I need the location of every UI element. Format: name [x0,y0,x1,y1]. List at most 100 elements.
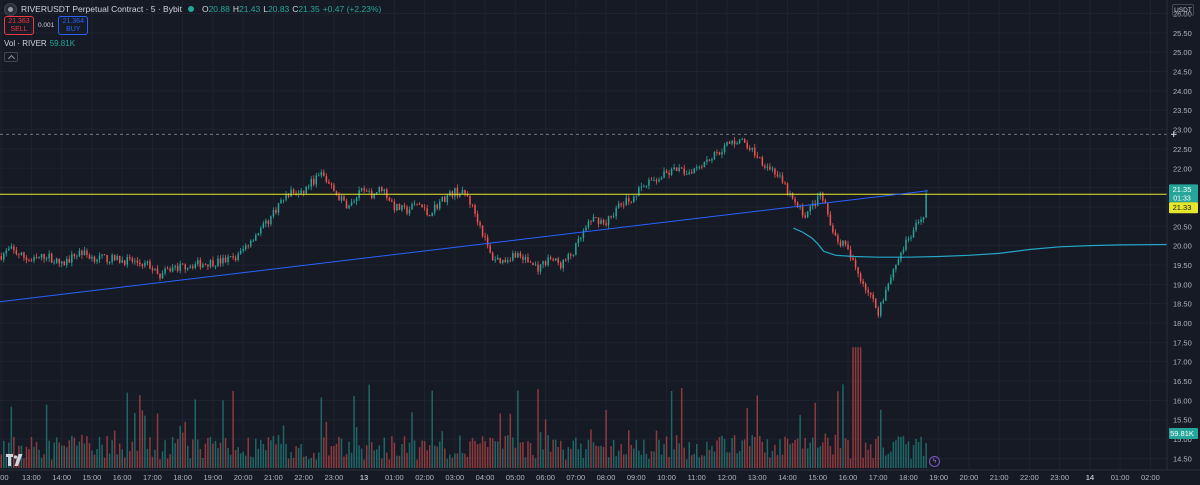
price-tick-label: 19.00 [1173,280,1192,289]
volume-bar [565,459,567,468]
volume-legend[interactable]: Vol · RIVER 59.81K [4,39,75,48]
volume-bar [519,442,522,468]
volume-bar [93,454,96,468]
candle-body [512,253,514,261]
candle-body [300,190,302,194]
volume-bar [779,439,781,468]
candle-body [280,200,282,204]
volume-bar [38,449,40,468]
candle-body [723,145,726,153]
volume-bar [532,455,534,468]
volume-bar [43,454,45,468]
volume-bar [184,421,186,468]
volume-bar [121,449,123,468]
volume-bar [370,442,373,468]
currency-selector[interactable]: USDT [1172,4,1194,16]
replay-bolt-icon[interactable]: ϟ [929,456,940,467]
candle-body [907,238,910,240]
collapse-legend-button[interactable] [4,52,18,62]
volume-bar [575,437,577,468]
price-tick-label: 19.50 [1173,261,1192,270]
candle-body [617,203,620,208]
candle-body [577,238,580,244]
candle-body [186,267,189,270]
volume-bar [396,455,398,468]
candle-body [93,256,96,262]
candle-body [796,202,799,208]
candle-body [222,257,224,264]
candle-body [514,253,517,258]
volume-bar [834,434,837,468]
volume-bar [285,444,287,468]
volume-bar [219,442,222,468]
candle-body [335,191,338,196]
sell-button[interactable]: 21.363 SELL [4,16,34,35]
volume-bar [368,384,370,468]
time-tick-label: 20:00 [234,473,253,482]
volume-bar [620,444,622,468]
candle-body [20,252,23,255]
volume-bar [743,439,746,468]
time-tick-label: 13 [360,473,368,482]
candle-body [136,260,139,263]
candle-body [638,187,640,196]
candle-body [799,206,801,208]
candle-body [126,257,129,265]
volume-bar [234,450,237,468]
symbol-title[interactable]: RIVERUSDT Perpetual Contract · 5 · Bybit [21,4,182,14]
volume-bar [139,395,141,468]
candle-body [680,167,683,169]
candle-body [565,259,567,261]
volume-bar [149,437,151,468]
volume-bar [801,448,804,468]
volume-bar [685,459,688,468]
candle-body [615,207,617,217]
volume-bar [907,441,910,468]
volume-bar [537,389,539,468]
volume-bar [55,437,58,468]
volume-bar [476,444,479,468]
volume-bar [239,453,242,468]
candle-body [454,187,456,197]
volume-bar [360,448,363,468]
volume-legend-label: Vol · RIVER [4,39,47,48]
volume-bar [794,439,796,468]
candle-body [421,204,423,208]
candle-body [25,257,28,260]
time-tick-label: 2:00 [0,473,9,482]
candle-body [76,255,78,257]
volume-bar [731,438,733,468]
volume-bar [381,458,383,468]
candle-body [524,257,527,260]
candle-body [398,204,401,211]
candle-body [323,172,325,176]
candle-body [436,204,438,209]
volume-bar [615,456,617,468]
candle-body [257,233,260,236]
candle-body [350,202,353,206]
hline-price-label: 21.33 [1173,203,1192,212]
volume-bar [806,448,809,468]
candle-body [0,256,3,260]
candle-body [50,253,53,263]
buy-button[interactable]: 21.364 BUY [58,16,89,35]
volume-bar [418,447,421,468]
volume-bar [355,427,358,468]
volume-bar [859,347,862,468]
candle-body [113,254,116,261]
candle-body [610,216,612,218]
tradingview-logo-icon[interactable] [6,454,24,466]
candle-body [285,194,287,200]
candle-body [801,206,804,216]
candle-body [925,193,927,218]
crosshair-marker-icon: + [1170,130,1178,140]
volume-bar [451,457,454,468]
volume-bar [554,439,557,468]
volume-bar [247,437,249,468]
volume-bar [701,455,703,468]
volume-bar [179,425,181,468]
volume-bar [3,440,5,468]
volume-bar [693,453,696,468]
volume-bar [272,435,275,468]
